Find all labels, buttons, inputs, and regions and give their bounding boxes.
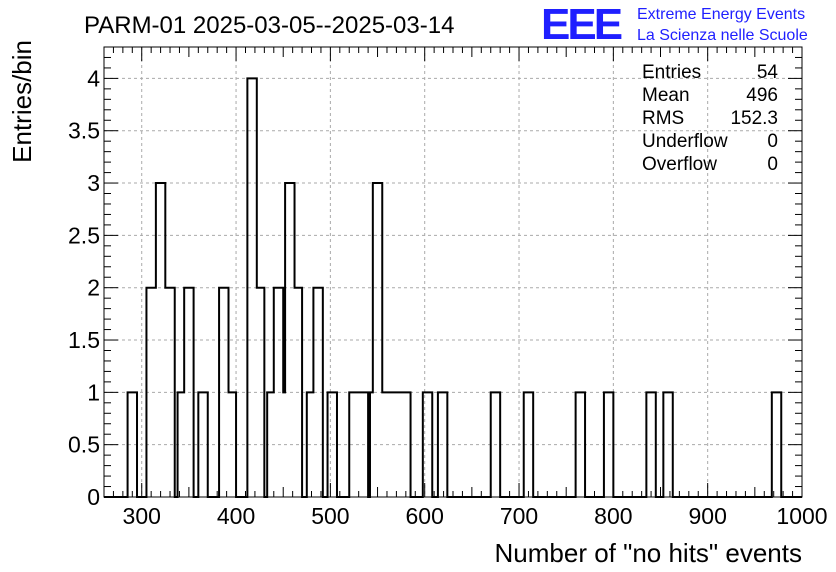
logo-line-1: Extreme Energy Events	[637, 6, 805, 23]
x-tick-label: 800	[594, 503, 632, 529]
y-tick-label: 3.5	[68, 118, 100, 144]
x-tick-label: 1000	[776, 503, 827, 529]
y-tick-labels: 0 0.5 1 1.5 2 2.5 3 3.5 4	[68, 65, 100, 510]
logo-line-2: La Scienza nelle Scuole	[637, 27, 808, 44]
logo-eee-text: EEE	[541, 0, 622, 49]
stats-value: 54	[757, 62, 779, 83]
y-tick-label: 1.5	[68, 327, 100, 353]
x-tick-label: 700	[500, 503, 538, 529]
y-tick-label: 4	[87, 65, 100, 91]
stats-value: 0	[767, 131, 778, 152]
stats-value: 0	[767, 154, 778, 175]
plot-frame	[103, 46, 803, 498]
x-tick-labels: 300 400 500 600 700 800 900 1000	[123, 503, 828, 529]
stats-value: 496	[746, 85, 778, 106]
stats-value: 152.3	[730, 108, 778, 129]
stats-label: Entries	[642, 62, 701, 83]
stats-label: Underflow	[642, 131, 728, 152]
stats-label: Overflow	[642, 154, 717, 175]
y-tick-label: 2.5	[68, 222, 100, 248]
x-tick-label: 400	[217, 503, 255, 529]
x-tick-label: 300	[123, 503, 161, 529]
x-tick-label: 500	[311, 503, 349, 529]
y-tick-label: 0.5	[68, 432, 100, 458]
chart-title: PARM-01 2025-03-05--2025-03-14	[84, 12, 454, 39]
eee-logo: EEE Extreme Energy Events La Scienza nel…	[541, 0, 808, 49]
y-tick-label: 3	[87, 170, 100, 196]
x-tick-label: 900	[688, 503, 726, 529]
y-tick-label: 1	[87, 379, 100, 405]
stats-label: Mean	[642, 85, 690, 106]
y-tick-label: 2	[87, 275, 100, 301]
y-tick-label: 0	[87, 484, 100, 510]
stats-label: RMS	[642, 108, 684, 129]
x-tick-label: 600	[406, 503, 444, 529]
x-axis-title: Number of "no hits" events	[495, 538, 803, 568]
y-axis-title: Entries/bin	[7, 40, 37, 163]
